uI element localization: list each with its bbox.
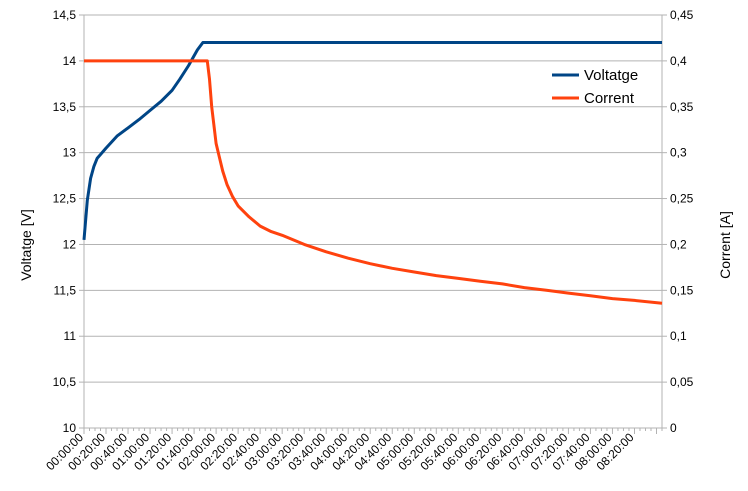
- y2-tick-label: 0,1: [670, 329, 687, 343]
- legend-label-corrent: Corrent: [584, 90, 635, 107]
- y-tick-label: 14,5: [53, 8, 77, 22]
- y2-tick-label: 0,2: [670, 237, 687, 251]
- y-tick-label: 12,5: [53, 192, 77, 206]
- series-line-voltatge: [82, 41, 662, 241]
- y-tick-label: 12: [63, 237, 77, 251]
- y-tick-label: 11,5: [54, 283, 77, 297]
- series-lines: [82, 41, 663, 305]
- y2-tick-label: 0,3: [670, 146, 687, 160]
- grid: [83, 14, 663, 429]
- y2-tick-label: 0,45: [670, 8, 694, 22]
- y-tick-label: 13: [63, 146, 77, 160]
- y2-tick-label: 0,05: [670, 375, 694, 389]
- y2-tick-label: 0,25: [670, 192, 694, 206]
- y-tick-label: 13,5: [53, 100, 77, 114]
- y-axis-left-title: Voltatge [V]: [18, 209, 34, 281]
- series-line-corrent: [84, 59, 663, 305]
- y-tick-label: 14: [63, 54, 77, 68]
- x-axis-ticks: 00:00:0000:20:0000:40:0001:00:0001:20:00…: [43, 427, 663, 473]
- legend-label-voltatge: Voltatge: [584, 67, 638, 84]
- y-tick-label: 11: [64, 329, 77, 343]
- y2-tick-label: 0,15: [670, 283, 694, 297]
- y-axis-left-ticks: 10 10,5 11 11,5 12 12,5 13 13,5 14 14,5: [53, 8, 84, 435]
- y2-tick-label: 0,4: [670, 54, 687, 68]
- y-tick-label: 10,5: [53, 375, 77, 389]
- y-axis-right-title: Corrent [A]: [717, 211, 733, 279]
- legend: Voltatge Corrent: [552, 67, 638, 107]
- y2-tick-label: 0: [670, 421, 677, 435]
- y-tick-label: 10: [63, 421, 77, 435]
- y2-tick-label: 0,35: [670, 100, 694, 114]
- y-axis-right-ticks: 0 0,05 0,1 0,15 0,2 0,25 0,3 0,35 0,4 0,45: [662, 8, 694, 435]
